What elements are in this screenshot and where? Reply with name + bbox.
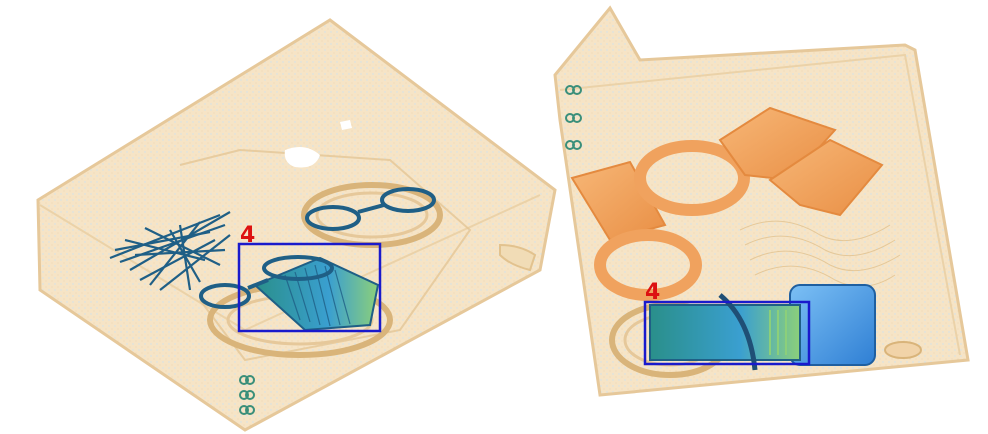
right-bag-inner-edge xyxy=(559,53,961,356)
cylinder-object xyxy=(884,341,922,359)
cable-bundle xyxy=(109,211,231,291)
electronic-device xyxy=(649,304,801,361)
coiled-cable xyxy=(315,191,429,239)
eyeglasses xyxy=(305,187,436,231)
ring-object xyxy=(594,229,702,301)
dense-object xyxy=(768,138,884,217)
detection-box xyxy=(237,242,382,333)
left-bag: 4 xyxy=(36,18,557,432)
zipper-pulls xyxy=(565,85,582,150)
ring-object xyxy=(634,140,750,216)
device-strap xyxy=(718,293,758,371)
eyeglasses xyxy=(199,255,334,309)
detection-label: 4 xyxy=(240,223,255,248)
detection-box xyxy=(643,300,811,366)
left-bag-inner-wall xyxy=(179,148,472,362)
fabric-texture xyxy=(739,220,901,287)
left-bag-hole xyxy=(340,120,352,130)
zipper-pulls xyxy=(239,375,255,415)
device-ribs xyxy=(769,310,787,355)
right-bag: 4 xyxy=(553,5,970,397)
detection-label: 4 xyxy=(645,280,660,305)
dense-object xyxy=(570,160,667,242)
left-bag-outline xyxy=(36,18,557,432)
bag-handle xyxy=(499,243,537,272)
left-bag-hole xyxy=(284,146,320,168)
blue-container xyxy=(789,284,876,366)
